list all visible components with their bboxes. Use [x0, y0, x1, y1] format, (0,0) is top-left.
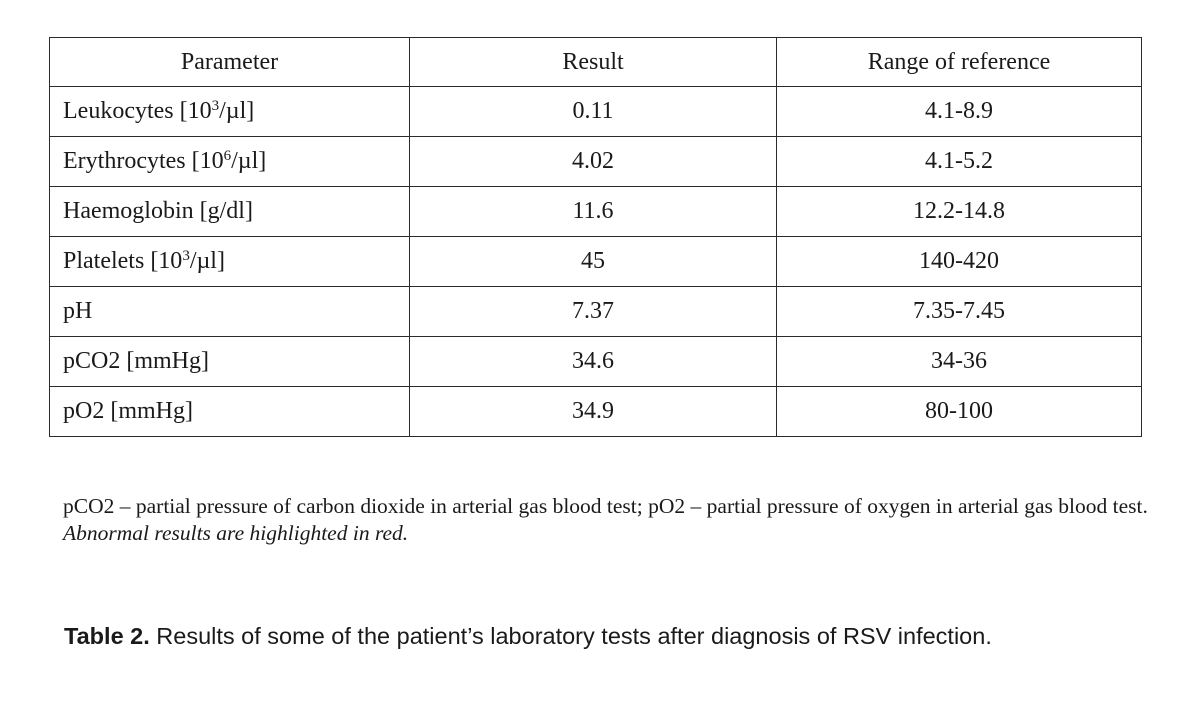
parameter-name: pCO2 [mmHg]: [63, 348, 209, 374]
result-cell: 34.6: [409, 336, 777, 387]
header-result: Result: [409, 37, 777, 87]
table-row: pH 7.37 7.35-7.45: [49, 286, 1142, 337]
range-cell: 34-36: [776, 336, 1142, 387]
parameter-cell: Platelets [103/µl]: [49, 236, 410, 287]
result-cell: 7.37: [409, 286, 777, 337]
parameter-name: pH: [63, 298, 93, 324]
caption-label: Table 2.: [64, 623, 150, 649]
range-cell: 4.1-8.9: [776, 86, 1142, 137]
parameter-exponent: 3: [182, 248, 190, 264]
parameter-exponent: 6: [223, 148, 232, 164]
lab-results-table: Parameter Result Range of reference Leuk…: [49, 37, 1142, 437]
parameter-cell: pO2 [mmHg]: [49, 386, 410, 437]
parameter-cell: Erythrocytes [106/µl]: [49, 136, 410, 187]
parameter-name: Haemoglobin [g/dl]: [63, 198, 253, 224]
header-parameter: Parameter: [49, 37, 410, 87]
table-footnote: pCO2 – partial pressure of carbon dioxid…: [63, 493, 1153, 547]
caption-text: Results of some of the patient’s laborat…: [149, 623, 992, 649]
result-cell: 34.9: [409, 386, 777, 437]
table-header-row: Parameter Result Range of reference: [49, 37, 1142, 87]
parameter-name: pO2 [mmHg]: [63, 398, 193, 424]
table-row: pCO2 [mmHg] 34.6 34-36: [49, 336, 1142, 387]
parameter-name: Erythrocytes [10: [63, 148, 224, 174]
result-cell: 0.11: [409, 86, 777, 137]
table-row: Platelets [103/µl] 45 140-420: [49, 236, 1142, 287]
table-row: Leukocytes [103/µl] 0.11 4.1-8.9: [49, 86, 1142, 137]
result-cell: 11.6: [409, 186, 777, 237]
range-cell: 80-100: [776, 386, 1142, 437]
range-cell: 4.1-5.2: [776, 136, 1142, 187]
footnote-italic-note: Abnormal results are highlighted in red.: [63, 521, 409, 545]
parameter-name: Leukocytes [10: [63, 98, 212, 124]
table-row: Haemoglobin [g/dl] 11.6 12.2-14.8: [49, 186, 1142, 237]
parameter-cell: Leukocytes [103/µl]: [49, 86, 410, 137]
result-cell: 45: [409, 236, 777, 287]
parameter-unit: /µl]: [219, 98, 255, 124]
parameter-unit: /µl]: [189, 248, 225, 274]
parameter-name: Platelets [10: [63, 248, 183, 274]
table-row: pO2 [mmHg] 34.9 80-100: [49, 386, 1142, 437]
table-row: Erythrocytes [106/µl] 4.02 4.1-5.2: [49, 136, 1142, 187]
table-body: Leukocytes [103/µl] 0.11 4.1-8.9 Erythro…: [49, 86, 1142, 437]
header-range-of-reference: Range of reference: [776, 37, 1142, 87]
footnote-text: pCO2 – partial pressure of carbon dioxid…: [63, 494, 1148, 518]
parameter-exponent: 3: [211, 98, 220, 114]
parameter-cell: pH: [49, 286, 410, 337]
range-cell: 12.2-14.8: [776, 186, 1142, 237]
parameter-unit: /µl]: [231, 148, 267, 174]
result-cell: 4.02: [409, 136, 777, 187]
parameter-cell: pCO2 [mmHg]: [49, 336, 410, 387]
table-caption: Table 2. Results of some of the patient’…: [64, 623, 1184, 650]
parameter-cell: Haemoglobin [g/dl]: [49, 186, 410, 237]
range-cell: 140-420: [776, 236, 1142, 287]
range-cell: 7.35-7.45: [776, 286, 1142, 337]
